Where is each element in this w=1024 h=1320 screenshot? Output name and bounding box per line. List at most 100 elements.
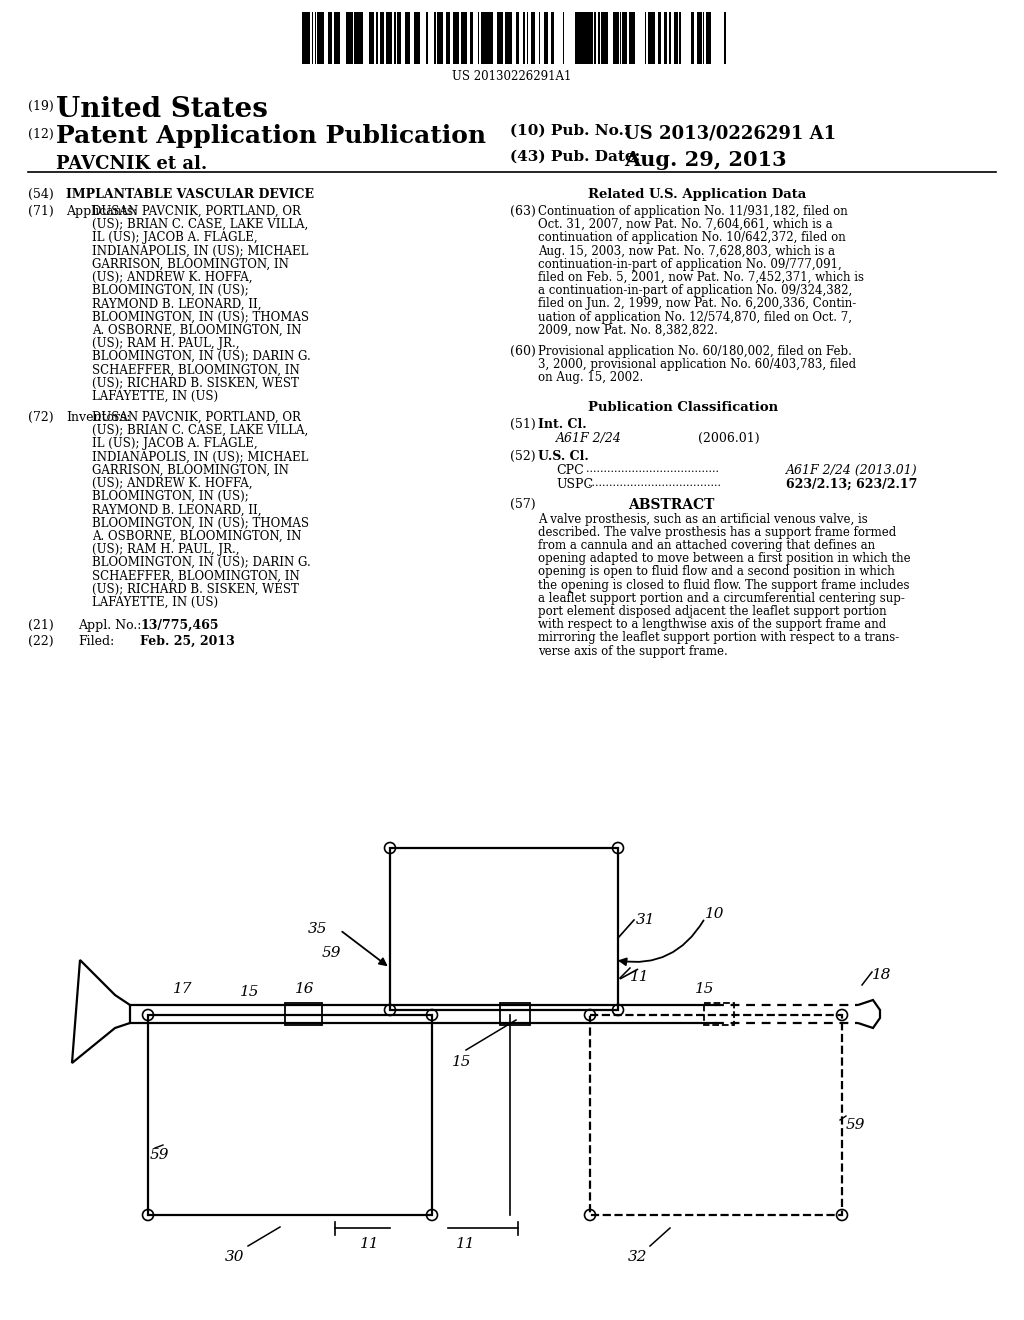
Bar (519, 12, 523, 63)
Bar (667, 12, 669, 63)
Text: 10: 10 (705, 907, 725, 921)
Bar (446, 12, 449, 63)
Text: Aug. 15, 2003, now Pat. No. 7,628,803, which is a: Aug. 15, 2003, now Pat. No. 7,628,803, w… (538, 244, 835, 257)
Text: 31: 31 (636, 913, 655, 927)
Bar (643, 12, 645, 63)
Bar (581, 12, 584, 63)
Text: Inventors:: Inventors: (66, 411, 130, 424)
Bar (482, 12, 484, 63)
Text: IL (US); JACOB A. FLAGLE,: IL (US); JACOB A. FLAGLE, (92, 437, 258, 450)
Text: (21): (21) (28, 619, 53, 632)
Bar (505, 12, 508, 63)
Bar (510, 12, 512, 63)
Bar (671, 12, 673, 63)
Bar (603, 12, 605, 63)
Bar (681, 12, 683, 63)
Bar (572, 12, 575, 63)
Bar (650, 12, 654, 63)
Text: USPC: USPC (556, 478, 593, 491)
Bar (319, 12, 321, 63)
Bar (588, 12, 591, 63)
Bar (479, 12, 481, 63)
Bar (568, 12, 570, 63)
Text: mirroring the leaflet support portion with respect to a trans-: mirroring the leaflet support portion wi… (538, 631, 899, 644)
Bar (470, 12, 473, 63)
Text: (US); RAM H. PAUL, JR.,: (US); RAM H. PAUL, JR., (92, 337, 240, 350)
Text: 17: 17 (173, 982, 193, 997)
Text: (54): (54) (28, 187, 53, 201)
Bar (540, 12, 544, 63)
Bar (437, 12, 441, 63)
Text: (19): (19) (28, 100, 53, 114)
Bar (724, 12, 726, 63)
Bar (356, 12, 359, 63)
Text: (43) Pub. Date:: (43) Pub. Date: (510, 150, 640, 164)
Bar (523, 12, 525, 63)
Text: 11: 11 (456, 1237, 475, 1251)
Bar (455, 12, 457, 63)
Bar (426, 12, 428, 63)
Text: with respect to a lengthwise axis of the support frame and: with respect to a lengthwise axis of the… (538, 618, 886, 631)
Text: DUSAN PAVCNIK, PORTLAND, OR: DUSAN PAVCNIK, PORTLAND, OR (92, 411, 301, 424)
Bar (639, 12, 641, 63)
Text: port element disposed adjacent the leaflet support portion: port element disposed adjacent the leafl… (538, 605, 887, 618)
Bar (401, 12, 404, 63)
Text: SCHAEFFER, BLOOMINGTON, IN: SCHAEFFER, BLOOMINGTON, IN (92, 363, 300, 376)
Text: 30: 30 (225, 1250, 245, 1265)
Bar (728, 12, 731, 63)
Bar (552, 12, 554, 63)
Bar (705, 12, 706, 63)
Bar (687, 12, 691, 63)
Text: A. OSBORNE, BLOOMINGTON, IN: A. OSBORNE, BLOOMINGTON, IN (92, 529, 301, 543)
Text: 3, 2000, provisional application No. 60/403,783, filed: 3, 2000, provisional application No. 60/… (538, 358, 856, 371)
Text: Feb. 25, 2013: Feb. 25, 2013 (140, 635, 234, 648)
Text: (10) Pub. No.:: (10) Pub. No.: (510, 124, 630, 139)
Bar (378, 12, 380, 63)
Text: United States: United States (56, 96, 268, 123)
Bar (317, 12, 319, 63)
Text: IMPLANTABLE VASCULAR DEVICE: IMPLANTABLE VASCULAR DEVICE (66, 187, 314, 201)
Text: filed on Feb. 5, 2001, now Pat. No. 7,452,371, which is: filed on Feb. 5, 2001, now Pat. No. 7,45… (538, 271, 864, 284)
Text: ......................................: ...................................... (586, 463, 719, 474)
Bar (464, 12, 467, 63)
Text: (22): (22) (28, 635, 53, 648)
Text: CPC: CPC (556, 463, 584, 477)
Bar (461, 12, 463, 63)
Bar (566, 12, 568, 63)
Text: 59: 59 (846, 1118, 865, 1133)
Text: (72): (72) (28, 411, 53, 424)
Bar (503, 12, 505, 63)
Text: (US); RICHARD B. SISKEN, WEST: (US); RICHARD B. SISKEN, WEST (92, 582, 299, 595)
Bar (346, 12, 348, 63)
Text: 59: 59 (322, 946, 341, 960)
Text: GARRISON, BLOOMINGTON, IN: GARRISON, BLOOMINGTON, IN (92, 463, 289, 477)
Bar (407, 12, 409, 63)
Text: opening is open to fluid flow and a second position in which: opening is open to fluid flow and a seco… (538, 565, 895, 578)
Text: BLOOMINGTON, IN (US); THOMAS: BLOOMINGTON, IN (US); THOMAS (92, 310, 309, 323)
Text: 623/2.13; 623/2.17: 623/2.13; 623/2.17 (786, 478, 918, 491)
Text: described. The valve prosthesis has a support frame formed: described. The valve prosthesis has a su… (538, 525, 896, 539)
Bar (432, 12, 434, 63)
Text: US 2013/0226291 A1: US 2013/0226291 A1 (624, 124, 837, 143)
Bar (361, 12, 362, 63)
Bar (394, 12, 396, 63)
Bar (485, 12, 489, 63)
Bar (499, 12, 502, 63)
Bar (334, 12, 336, 63)
Bar (641, 12, 643, 63)
Text: 15: 15 (695, 982, 715, 997)
Text: continuation of application No. 10/642,372, filed on: continuation of application No. 10/642,3… (538, 231, 846, 244)
Text: (63): (63) (510, 205, 536, 218)
Bar (336, 12, 340, 63)
Bar (324, 12, 327, 63)
Text: (2006.01): (2006.01) (698, 432, 760, 445)
Bar (473, 12, 477, 63)
Bar (386, 12, 389, 63)
Bar (691, 12, 694, 63)
Bar (557, 12, 561, 63)
Bar (711, 12, 715, 63)
Text: Int. Cl.: Int. Cl. (538, 417, 587, 430)
Text: (51): (51) (510, 417, 536, 430)
Text: 15: 15 (240, 985, 259, 999)
Text: A61F 2/24: A61F 2/24 (556, 432, 622, 445)
